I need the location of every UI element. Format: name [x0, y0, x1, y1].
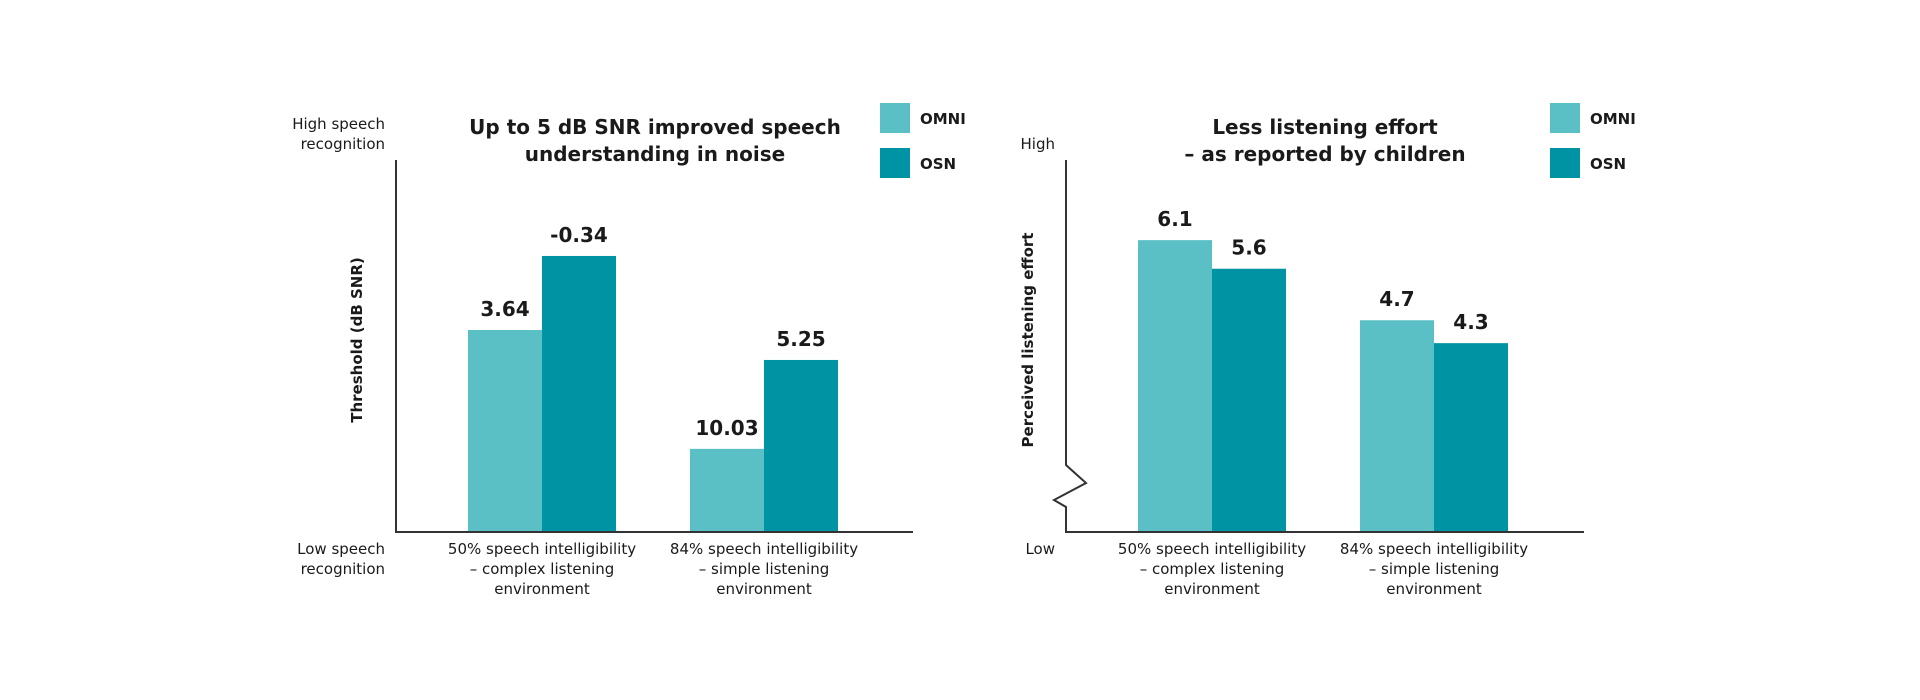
- legend-swatch-osn: [1550, 148, 1580, 178]
- data-label-omni-group-2: 10.03: [695, 416, 758, 440]
- x-axis-category-label: 84% speech intelligibility: [670, 540, 858, 558]
- x-axis-category-label: – simple listening: [699, 560, 830, 578]
- y-axis-top-label: recognition: [301, 135, 385, 153]
- bar-osn-group-2: [1434, 343, 1508, 532]
- y-axis-line-with-break: [1051, 160, 1088, 532]
- legend-label-osn: OSN: [920, 155, 956, 173]
- data-label-omni-group-1: 6.1: [1157, 207, 1192, 231]
- bar-omni-group-2: [1360, 320, 1434, 532]
- x-axis-category-label: environment: [1386, 580, 1482, 598]
- data-label-osn-group-1: 5.6: [1231, 236, 1266, 260]
- y-axis-top-label: High speech: [292, 115, 385, 133]
- x-axis-category-label: environment: [494, 580, 590, 598]
- bar-omni-group-1: [468, 330, 542, 532]
- x-axis-category-label: 50% speech intelligibility: [1118, 540, 1306, 558]
- y-axis-title: Threshold (dB SNR): [348, 257, 366, 423]
- y-axis-bottom-label: Low speech: [297, 540, 385, 558]
- y-axis-bottom-label: recognition: [301, 560, 385, 578]
- data-label-osn-group-1: -0.34: [550, 223, 608, 247]
- x-axis-category-label: 50% speech intelligibility: [448, 540, 636, 558]
- bar-osn-group-2: [764, 359, 838, 532]
- y-axis-top-label: High: [1021, 135, 1055, 153]
- chart-2: Less listening effort – as reported by ch…: [1019, 103, 1636, 598]
- bar-omni-group-1: [1138, 240, 1212, 532]
- legend-label-omni: OMNI: [920, 110, 966, 128]
- data-label-omni-group-1: 3.64: [480, 297, 529, 321]
- bar-osn-group-1: [542, 255, 616, 532]
- legend-label-omni: OMNI: [1590, 110, 1636, 128]
- bar-osn-group-1: [1212, 268, 1286, 532]
- y-axis-title: Perceived listening effort: [1019, 233, 1037, 448]
- chart-1: Up to 5 dB SNR improved speech understand…: [292, 103, 966, 598]
- data-label-osn-group-2: 4.3: [1453, 310, 1488, 334]
- x-axis-category-label: environment: [1164, 580, 1260, 598]
- x-axis-category-label: – simple listening: [1369, 560, 1500, 578]
- chart-title-line: Up to 5 dB SNR improved speech: [469, 115, 841, 139]
- data-label-osn-group-2: 5.25: [776, 327, 825, 351]
- bar-omni-group-2: [690, 448, 764, 532]
- chart-title-line: Less listening effort: [1212, 115, 1438, 139]
- x-axis-category-label: – complex listening: [1140, 560, 1285, 578]
- x-axis-category-label: environment: [716, 580, 812, 598]
- chart-title-line: understanding in noise: [525, 142, 785, 166]
- legend-swatch-osn: [880, 148, 910, 178]
- chart-title-line: – as reported by children: [1184, 142, 1465, 166]
- y-axis-bottom-label: Low: [1025, 540, 1055, 558]
- data-label-omni-group-2: 4.7: [1379, 287, 1414, 311]
- x-axis-category-label: – complex listening: [470, 560, 615, 578]
- legend-swatch-omni: [880, 103, 910, 133]
- x-axis-category-label: 84% speech intelligibility: [1340, 540, 1528, 558]
- legend-swatch-omni: [1550, 103, 1580, 133]
- legend-label-osn: OSN: [1590, 155, 1626, 173]
